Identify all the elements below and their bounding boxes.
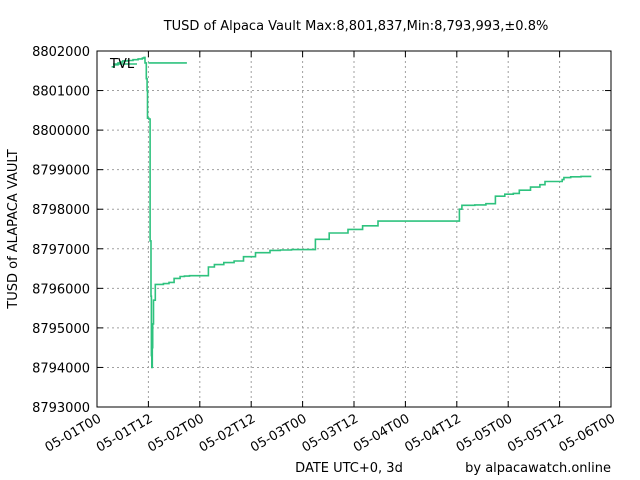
y-tick-label: 8793000: [32, 401, 90, 416]
tick-layer: [96, 50, 612, 408]
x-tick-label: 05-05T00: [454, 411, 515, 455]
x-tick-label: 05-04T12: [402, 411, 463, 455]
y-tick-label: 8800000: [32, 124, 90, 139]
grid-layer: [97, 51, 611, 407]
y-tick-label: 8796000: [32, 282, 90, 297]
y-tick-label: 8798000: [32, 203, 90, 218]
x-tick-label: 05-02T12: [197, 411, 258, 455]
x-tick-label: 05-05T12: [505, 411, 566, 455]
y-tick-labels: 8793000 8794000 8795000 8796000 8797000 87980…: [32, 45, 90, 416]
y-tick-label: 8801000: [32, 85, 90, 100]
x-tick-label: 05-04T00: [351, 411, 412, 455]
tvl-series-line: [111, 56, 592, 369]
x-tick-label: 05-03T12: [300, 411, 361, 455]
x-axis-title: DATE UTC+0, 3d: [295, 461, 403, 476]
x-tick-label: 05-06T00: [557, 411, 618, 455]
y-tick-label: 8795000: [32, 322, 90, 337]
y-tick-label: 8794000: [32, 361, 90, 376]
y-axis-title: TUSD of ALAPACA VAULT: [6, 149, 21, 310]
y-tick-label: 8802000: [32, 45, 90, 60]
credit-label: by alpacawatch.online: [465, 461, 611, 476]
x-tick-label: 05-03T00: [248, 411, 309, 455]
x-tick-label: 05-01T12: [94, 411, 155, 455]
x-tick-label: 05-01T00: [43, 411, 104, 455]
x-tick-labels: 05-01T0005-01T1205-02T0005-02T1205-03T00…: [43, 411, 618, 455]
series-layer: [111, 56, 592, 369]
legend-label-tvl: TVL: [109, 57, 135, 72]
y-tick-label: 8797000: [32, 243, 90, 258]
y-tick-label: 8799000: [32, 164, 90, 179]
chart-title: TUSD of Alpaca Vault Max:8,801,837,Min:8…: [163, 19, 549, 34]
x-tick-label: 05-02T00: [145, 411, 206, 455]
